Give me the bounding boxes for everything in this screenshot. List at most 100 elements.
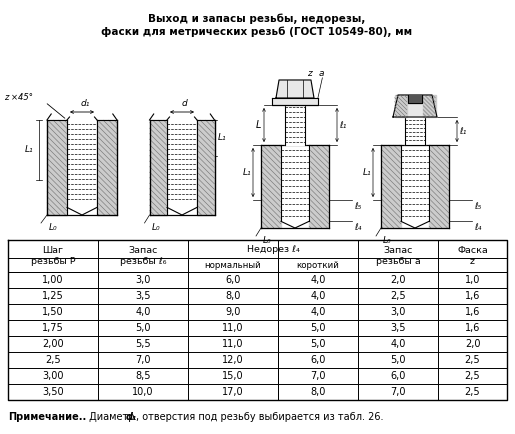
Polygon shape xyxy=(67,207,97,215)
Text: 6,0: 6,0 xyxy=(226,275,241,285)
Text: 4,0: 4,0 xyxy=(311,275,325,285)
Text: 4,0: 4,0 xyxy=(311,307,325,317)
Polygon shape xyxy=(401,145,429,221)
Text: 3,00: 3,00 xyxy=(42,371,64,381)
Text: d₁: d₁ xyxy=(126,412,138,422)
Polygon shape xyxy=(408,95,422,103)
Text: ℓ₅: ℓ₅ xyxy=(354,202,362,211)
Text: ℓ₁: ℓ₁ xyxy=(459,126,467,135)
Polygon shape xyxy=(309,145,329,228)
Polygon shape xyxy=(281,145,309,221)
Polygon shape xyxy=(423,95,436,117)
Text: Диаметр: Диаметр xyxy=(86,412,138,422)
Text: L₀: L₀ xyxy=(263,236,271,245)
Text: 2,5: 2,5 xyxy=(465,387,480,397)
Text: Недорез ℓ₄: Недорез ℓ₄ xyxy=(247,244,299,253)
Text: z: z xyxy=(307,69,312,78)
Text: 2,0: 2,0 xyxy=(390,275,406,285)
Text: 11,0: 11,0 xyxy=(222,323,244,333)
Polygon shape xyxy=(167,120,197,207)
Text: L₁: L₁ xyxy=(24,145,33,155)
Text: L: L xyxy=(255,120,261,130)
Text: 1,6: 1,6 xyxy=(465,307,480,317)
Text: 8,0: 8,0 xyxy=(311,387,325,397)
Text: 8,0: 8,0 xyxy=(226,291,241,301)
Text: нормальный: нормальный xyxy=(204,260,262,270)
Text: 4,0: 4,0 xyxy=(311,291,325,301)
Text: 1,6: 1,6 xyxy=(465,323,480,333)
Polygon shape xyxy=(276,80,314,98)
Text: Выход и запасы резьбы, недорезы,
фаски для метрических резьб (ГОСТ 10549-80), мм: Выход и запасы резьбы, недорезы, фаски д… xyxy=(101,14,413,37)
Text: Фаска
z: Фаска z xyxy=(457,247,488,266)
Text: 1,75: 1,75 xyxy=(42,323,64,333)
Polygon shape xyxy=(393,95,437,117)
Text: 17,0: 17,0 xyxy=(222,387,244,397)
Text: 7,0: 7,0 xyxy=(135,355,151,365)
Text: 2,0: 2,0 xyxy=(465,339,480,349)
Text: L₁: L₁ xyxy=(217,134,226,142)
Text: 12,0: 12,0 xyxy=(222,355,244,365)
Text: a: a xyxy=(319,69,324,78)
Text: 11,0: 11,0 xyxy=(222,339,244,349)
Text: 5,0: 5,0 xyxy=(310,339,326,349)
Text: d₁: d₁ xyxy=(80,99,90,108)
Text: L₀: L₀ xyxy=(49,223,58,232)
Text: ℓ₄: ℓ₄ xyxy=(474,224,482,232)
Polygon shape xyxy=(401,221,429,228)
Text: 2,00: 2,00 xyxy=(42,339,64,349)
Text: , отверстия под резьбу выбирается из табл. 26.: , отверстия под резьбу выбирается из таб… xyxy=(136,412,384,422)
Text: 6,0: 6,0 xyxy=(311,355,325,365)
Text: 5,0: 5,0 xyxy=(135,323,151,333)
Text: 1,00: 1,00 xyxy=(42,275,64,285)
Text: z ×45°: z ×45° xyxy=(4,93,33,102)
Text: 8,5: 8,5 xyxy=(135,371,151,381)
Text: 15,0: 15,0 xyxy=(222,371,244,381)
Text: ℓ₁: ℓ₁ xyxy=(339,121,347,129)
Text: 5,5: 5,5 xyxy=(135,339,151,349)
Polygon shape xyxy=(272,98,318,105)
Text: Примечание..: Примечание.. xyxy=(8,412,86,422)
Polygon shape xyxy=(394,95,407,117)
Polygon shape xyxy=(67,120,97,207)
Text: L₁: L₁ xyxy=(243,168,251,177)
Polygon shape xyxy=(381,145,401,228)
Text: 3,0: 3,0 xyxy=(135,275,151,285)
Text: L₁: L₁ xyxy=(363,168,371,177)
Text: 2,5: 2,5 xyxy=(390,291,406,301)
Text: Шаг
резьбы P: Шаг резьбы P xyxy=(31,247,75,266)
Text: 4,0: 4,0 xyxy=(390,339,406,349)
Text: L₀: L₀ xyxy=(151,223,160,232)
Polygon shape xyxy=(97,120,117,215)
Text: ℓ₄: ℓ₄ xyxy=(354,224,362,232)
Text: 2,5: 2,5 xyxy=(45,355,61,365)
Polygon shape xyxy=(285,98,305,145)
Polygon shape xyxy=(47,120,67,215)
Text: 5,0: 5,0 xyxy=(310,323,326,333)
Polygon shape xyxy=(197,120,215,215)
Text: 1,50: 1,50 xyxy=(42,307,64,317)
Text: 7,0: 7,0 xyxy=(310,371,326,381)
Text: 1,6: 1,6 xyxy=(465,291,480,301)
Text: 7,0: 7,0 xyxy=(390,387,406,397)
Text: 3,5: 3,5 xyxy=(135,291,151,301)
Polygon shape xyxy=(261,145,281,228)
Text: 6,0: 6,0 xyxy=(390,371,406,381)
Polygon shape xyxy=(167,207,197,215)
Text: ℓ₅: ℓ₅ xyxy=(474,202,482,211)
Text: 3,5: 3,5 xyxy=(390,323,406,333)
Text: d: d xyxy=(181,99,187,108)
Text: 5,0: 5,0 xyxy=(390,355,406,365)
Text: короткий: короткий xyxy=(297,260,339,270)
Polygon shape xyxy=(149,120,167,215)
Polygon shape xyxy=(429,145,449,228)
Text: 4,0: 4,0 xyxy=(135,307,151,317)
Text: 2,5: 2,5 xyxy=(465,371,480,381)
Text: 10,0: 10,0 xyxy=(132,387,154,397)
Text: 9,0: 9,0 xyxy=(226,307,241,317)
Text: 3,50: 3,50 xyxy=(42,387,64,397)
Text: 1,25: 1,25 xyxy=(42,291,64,301)
Polygon shape xyxy=(281,221,309,228)
Polygon shape xyxy=(405,117,425,145)
Text: 3,0: 3,0 xyxy=(390,307,406,317)
Text: 1,0: 1,0 xyxy=(465,275,480,285)
